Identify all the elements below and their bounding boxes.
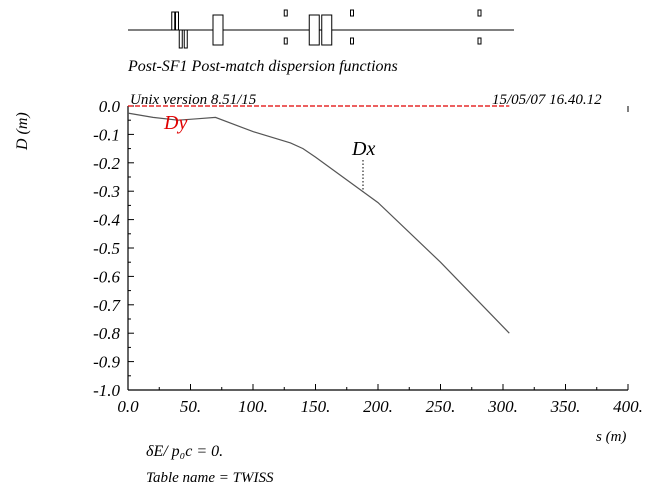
x-tick-label: 350.	[550, 397, 581, 416]
y-tick-label: -0.2	[93, 154, 120, 173]
y-tick-label: -0.6	[93, 267, 120, 286]
x-tick-label: 50.	[180, 397, 201, 416]
x-tick-label: 300.	[487, 397, 518, 416]
chart-title: Post-SF1 Post-match dispersion functions	[128, 58, 398, 75]
y-tick-label: -1.0	[93, 381, 120, 400]
chart-series	[127, 105, 510, 334]
date-label: 15/05/07 16.40.12	[492, 92, 602, 108]
lattice-element-bend	[308, 14, 320, 46]
series-line-dx	[127, 112, 510, 334]
x-tick-label: 100.	[238, 397, 268, 416]
version-label: Unix version 8.51/15	[130, 92, 257, 108]
x-tick-label: 0.0	[117, 397, 139, 416]
lattice-element-quad-small-lower	[477, 37, 482, 45]
chart-axes	[127, 106, 629, 391]
y-axis-label: D (m)	[14, 112, 31, 150]
lattice-element-quad-up	[175, 11, 179, 31]
lattice-element-quad-up	[171, 11, 176, 31]
lattice-diagram	[128, 9, 514, 49]
y-tick-label: -0.1	[93, 125, 120, 144]
x-axis-label: s (m)	[596, 429, 627, 445]
lattice-element-quad-small	[283, 9, 288, 17]
y-tick-label: -0.9	[93, 353, 120, 372]
y-tick-label: 0.0	[99, 97, 121, 116]
lattice-element-quad-small	[350, 9, 354, 17]
y-tick-label: -0.5	[93, 239, 120, 258]
y-tick-label: -0.7	[93, 296, 121, 315]
lattice-element-quad-small	[477, 9, 482, 17]
dy-series-label: Dy	[164, 112, 188, 134]
lattice-element-bend	[321, 14, 333, 46]
y-tick-label: -0.8	[93, 324, 120, 343]
y-tick-label: -0.3	[93, 182, 120, 201]
x-tick-label: 250.	[426, 397, 456, 416]
dx-series-label: Dx	[352, 138, 376, 160]
lattice-element-quad-small-lower	[350, 37, 354, 45]
table-name-annotation: Table name = TWISS	[146, 470, 274, 486]
x-tick-label: 200.	[363, 397, 393, 416]
chart-ticks: 0.0 50. 100. 150. 200. 250. 300. 350. 400. 0.0 -0.…	[93, 97, 643, 416]
lattice-element-quad-small-lower	[283, 37, 288, 45]
lattice-element-bend	[212, 14, 224, 46]
x-tick-label: 150.	[301, 397, 331, 416]
momentum-annotation: δE/ p₀c = 0.	[146, 443, 224, 460]
lattice-element-quad-down	[178, 29, 183, 49]
y-tick-label: -0.4	[93, 211, 120, 230]
x-tick-label: 400.	[613, 397, 643, 416]
lattice-element-quad-down	[183, 29, 188, 49]
